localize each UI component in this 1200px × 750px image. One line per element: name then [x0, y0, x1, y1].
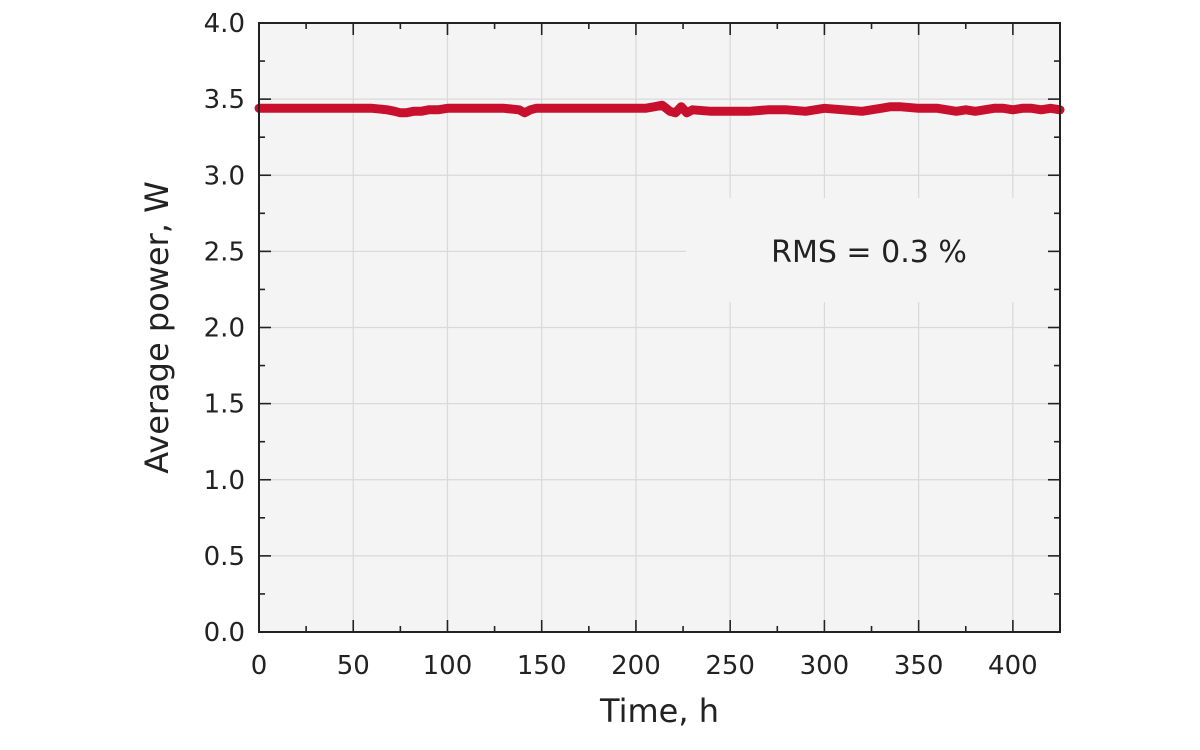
axis-ticks — [258, 22, 1061, 633]
x-tick-label: 350 — [894, 651, 944, 681]
y-tick-label: 2.0 — [204, 314, 245, 344]
x-tick-label: 150 — [517, 651, 567, 681]
annotation: RMS = 0.3 % — [686, 198, 1052, 302]
annotation-background — [686, 198, 1052, 302]
x-tick-label: 100 — [423, 651, 473, 681]
x-tick-label: 200 — [611, 651, 661, 681]
y-tick-label: 2.5 — [204, 237, 245, 267]
x-tick-labels: 0 50 100 150 200 250 300 350 400 — [251, 651, 1038, 681]
x-tick-label: 250 — [705, 651, 755, 681]
y-tick-label: 0.0 — [204, 618, 245, 648]
x-tick-label: 400 — [988, 651, 1038, 681]
y-tick-label: 1.0 — [204, 466, 245, 496]
gridlines — [259, 23, 1060, 632]
y-tick-labels: 0.0 0.5 1.0 1.5 2.0 2.5 3.0 3.5 4.0 — [204, 9, 245, 648]
x-axis-label: Time, h — [599, 692, 719, 730]
y-tick-label: 1.5 — [204, 390, 245, 420]
y-axis-label: Average power, W — [138, 181, 176, 473]
y-tick-label: 3.5 — [204, 85, 245, 115]
x-tick-label: 300 — [800, 651, 850, 681]
series-line-0 — [254, 100, 1065, 118]
x-tick-label: 0 — [251, 651, 268, 681]
y-tick-label: 0.5 — [204, 542, 245, 572]
x-tick-label: 50 — [337, 651, 370, 681]
y-tick-label: 4.0 — [204, 9, 245, 39]
y-tick-label: 3.0 — [204, 161, 245, 191]
series — [254, 100, 1065, 118]
rms-annotation: RMS = 0.3 % — [771, 235, 967, 270]
